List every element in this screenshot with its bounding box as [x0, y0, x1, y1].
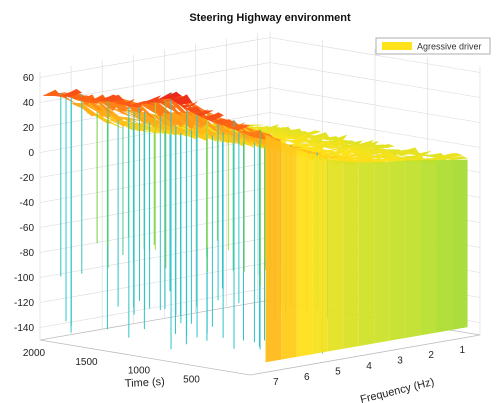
- y-tick-label: 2: [428, 350, 434, 361]
- y-axis-label: Frequency (Hz): [359, 376, 435, 403]
- z-tick-label: 20: [23, 123, 35, 134]
- legend-entry: Agressive driver: [417, 42, 482, 52]
- surface-patch: [247, 129, 266, 140]
- y-tick-label: 4: [366, 361, 372, 372]
- surface-face: [327, 158, 344, 352]
- surface-face: [358, 162, 375, 347]
- x-axis-ticks: 2000 1500 1000 500: [23, 348, 200, 385]
- z-tick-label: -140: [14, 323, 34, 334]
- legend: Agressive driver: [375, 37, 491, 55]
- surface-face: [389, 160, 406, 341]
- surface-face: [452, 159, 468, 330]
- x-axis-label: Time (s): [125, 376, 165, 390]
- x-tick-label: 1000: [128, 366, 151, 377]
- x-tick-label: 500: [183, 374, 200, 385]
- x-tick-label: 2000: [23, 348, 46, 359]
- surface-face: [420, 160, 437, 336]
- legend-swatch: [382, 42, 412, 50]
- x-tick-label: 1500: [75, 357, 98, 368]
- z-grid-line: [39, 62, 481, 103]
- z-tick-label: -100: [14, 273, 34, 284]
- z-tick-label: -20: [20, 173, 35, 184]
- y-axis-ticks: 7 6 5 4 3 2 1: [273, 345, 465, 388]
- surface-face: [281, 142, 297, 360]
- z-tick-label: 0: [28, 148, 34, 159]
- surface-face: [265, 134, 282, 363]
- z-tick-label: 40: [23, 98, 35, 109]
- surface-face: [374, 161, 390, 344]
- y-tick-label: 1: [459, 345, 465, 356]
- surface-face: [296, 149, 313, 357]
- z-axis-ticks: 60 40 20 0 -20 -40 -60 -80 -100 -120 -140: [14, 73, 34, 334]
- y-tick-label: 5: [335, 366, 341, 377]
- surface-face: [343, 161, 359, 349]
- surface-face: [405, 160, 421, 338]
- surface-face: [436, 159, 453, 333]
- surface-face: [312, 154, 328, 355]
- z-tick-label: -40: [20, 198, 35, 209]
- z-tick-label: -80: [20, 248, 35, 259]
- y-tick-label: 7: [273, 377, 279, 388]
- y-tick-label: 6: [304, 372, 310, 383]
- z-tick-label: 60: [23, 73, 35, 84]
- y-tick-label: 3: [397, 356, 403, 367]
- surface: [43, 88, 468, 363]
- z-tick-label: -60: [20, 223, 35, 234]
- chart-title: Steering Highway environment: [189, 12, 351, 24]
- z-tick-label: -120: [14, 298, 34, 309]
